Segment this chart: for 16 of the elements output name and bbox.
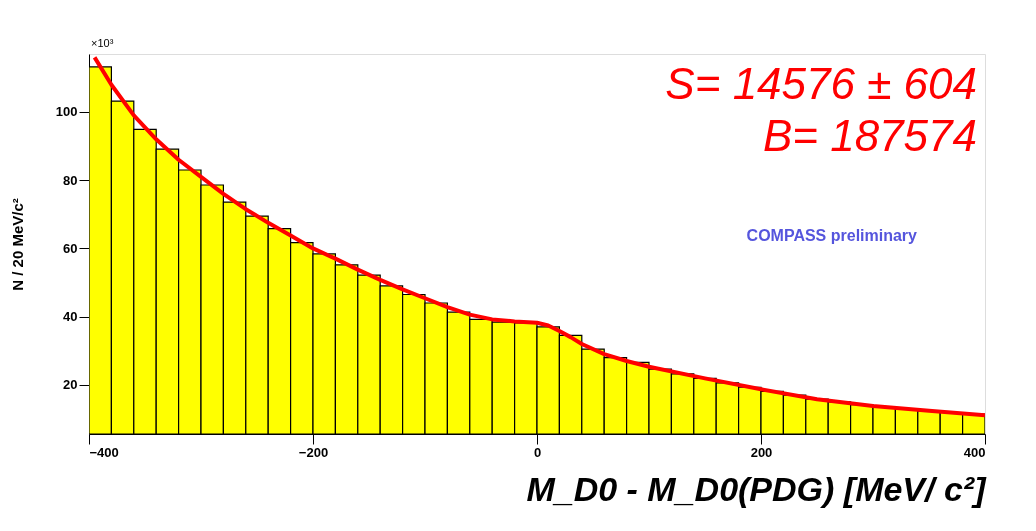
y-tick-label: 80 xyxy=(63,172,78,188)
text: ×10³ xyxy=(91,37,114,49)
y-tick-label: 60 xyxy=(63,240,78,256)
x-tick-label: 0 xyxy=(533,444,542,460)
y-tick-label: 100 xyxy=(55,104,78,120)
x-tick-label: −400 xyxy=(89,444,119,460)
y-tick-label: 40 xyxy=(63,309,78,325)
annotation: COMPASS preliminary xyxy=(746,227,918,244)
x-axis-title: M_D0 - M_D0(PDG) [MeV/ c²] xyxy=(526,469,988,508)
y-tick-label: 20 xyxy=(63,377,78,393)
annotation: B= 187574 xyxy=(762,111,977,160)
x-tick-label: 200 xyxy=(750,444,773,460)
x-tick-label: 400 xyxy=(963,444,986,460)
annotation: S= 14576 ± 604 xyxy=(665,59,977,108)
x-tick-label: −200 xyxy=(298,444,329,460)
y-axis-title: N / 20 MeV/c² xyxy=(8,198,26,291)
